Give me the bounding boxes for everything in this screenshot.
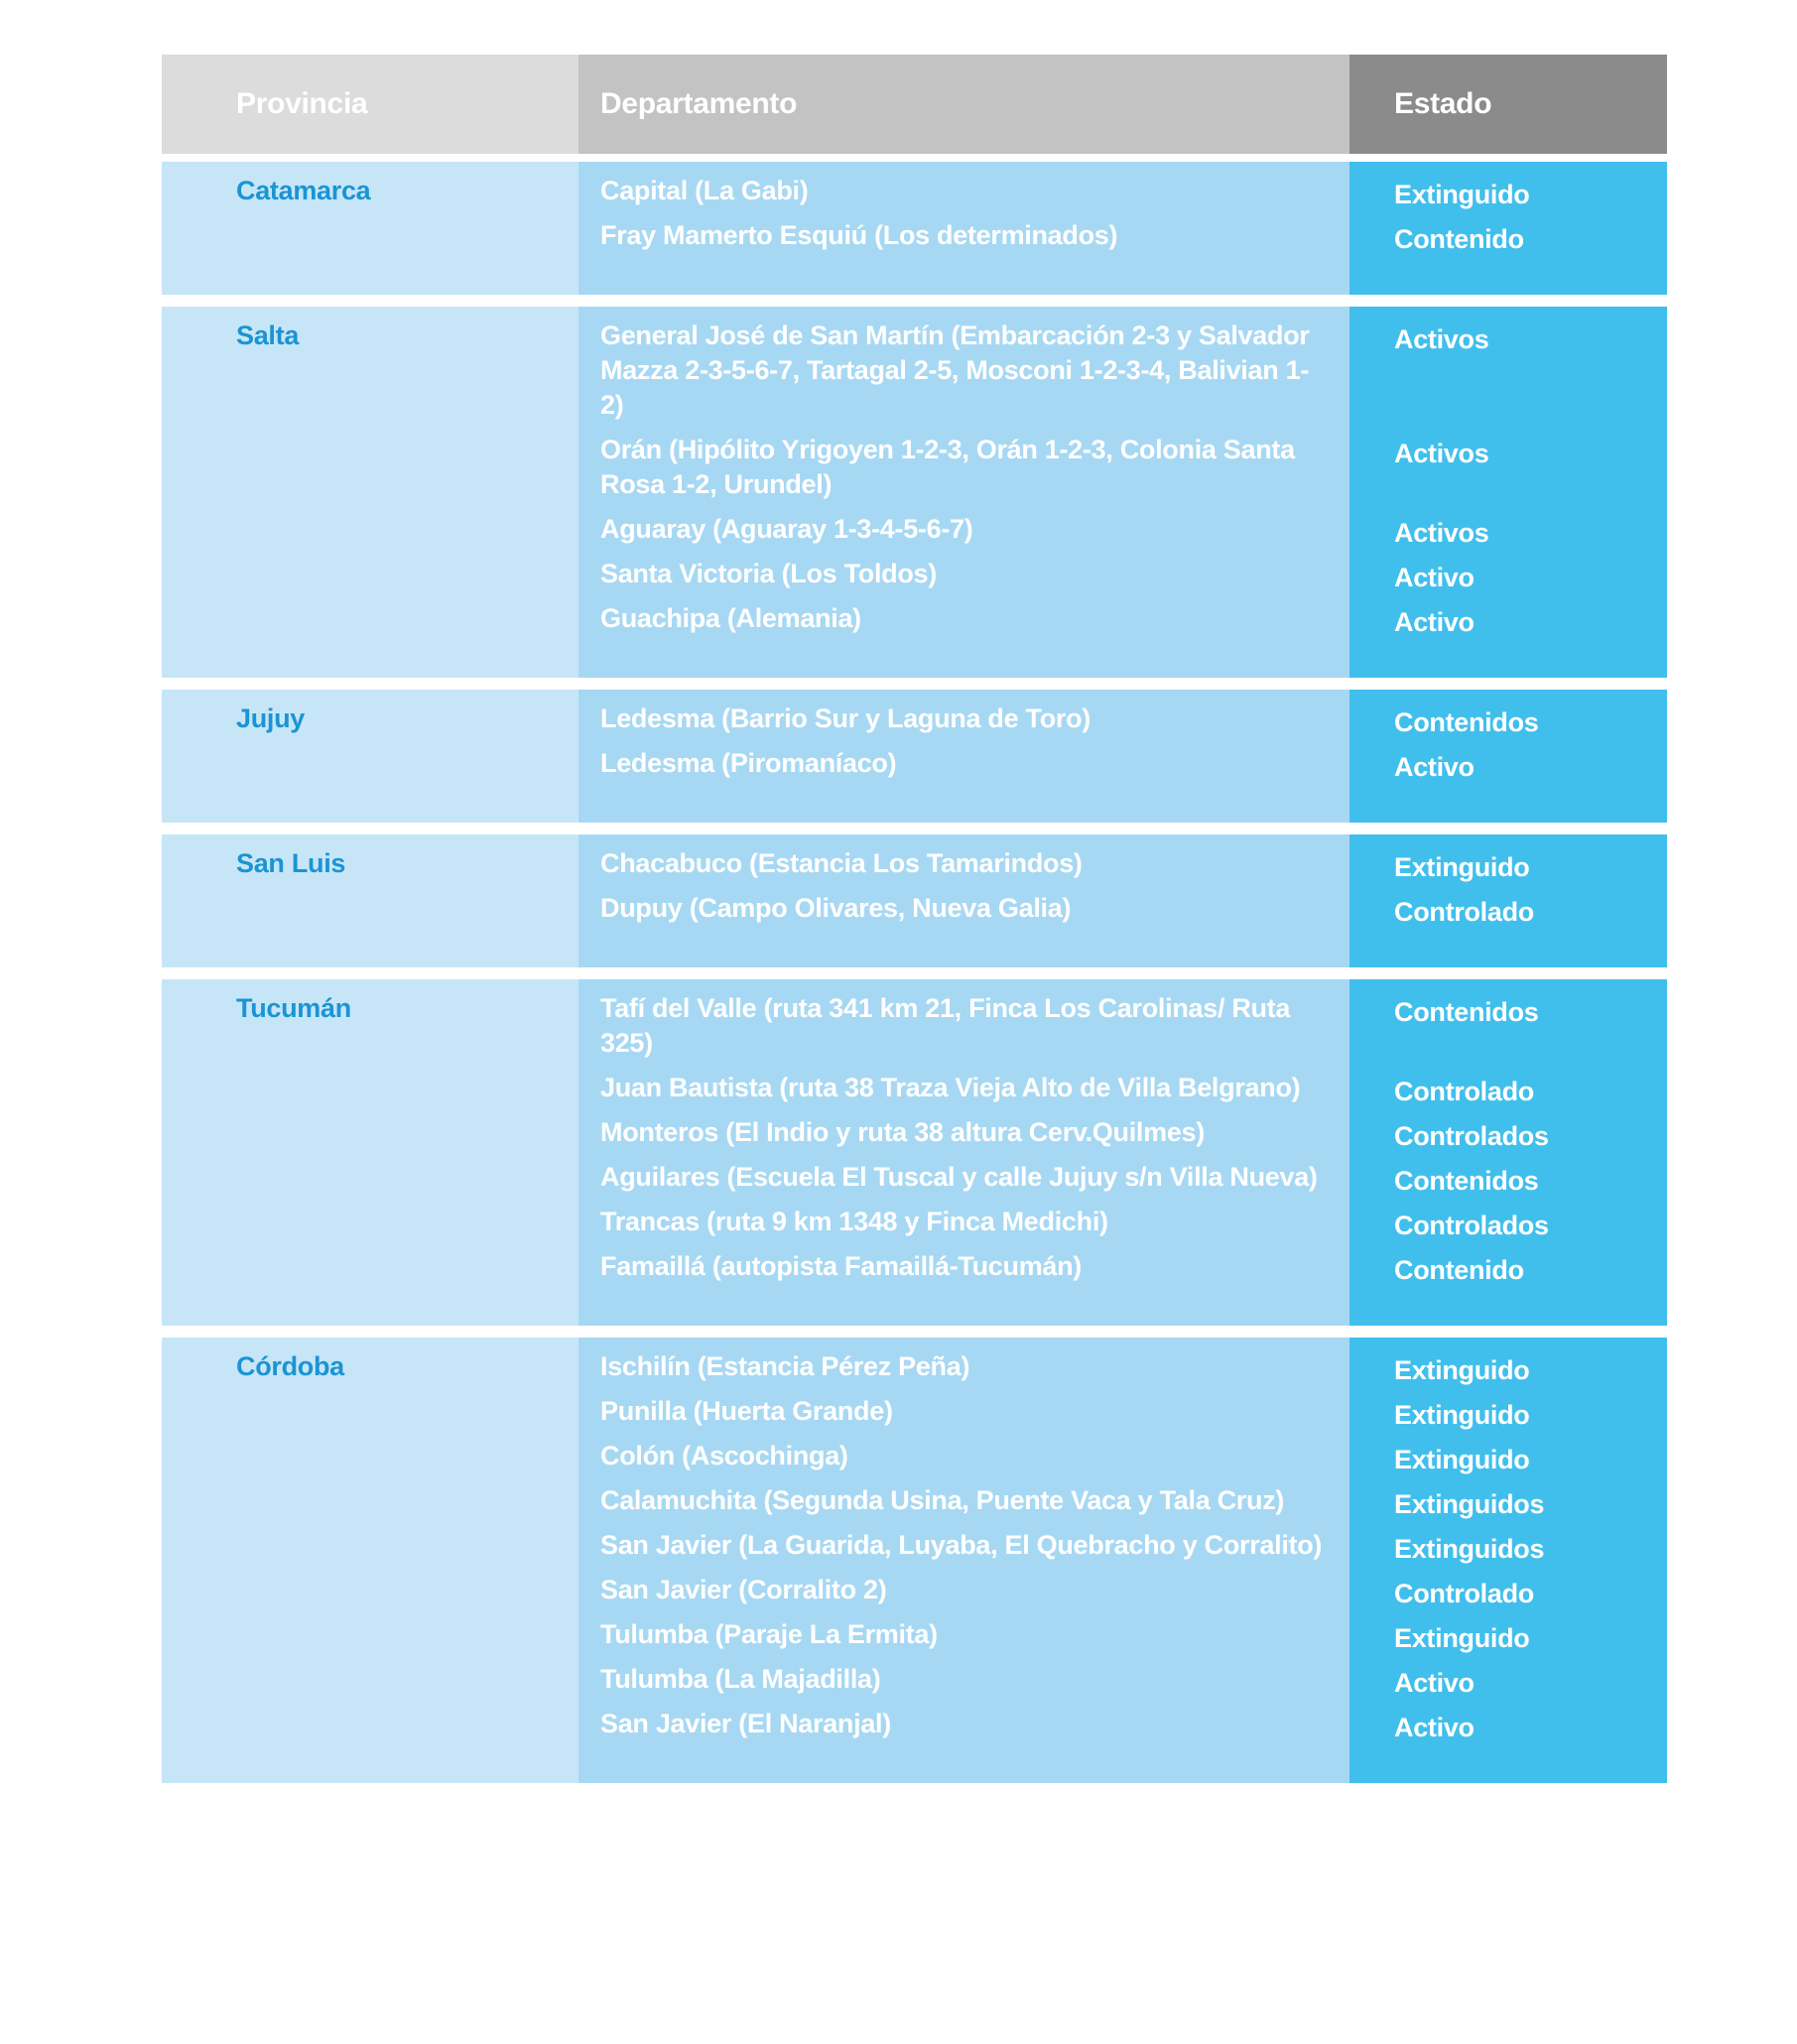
- estado-cell: Activo: [1349, 1662, 1667, 1707]
- department-cell: Monteros (El Indio y ruta 38 altura Cerv…: [578, 1115, 1349, 1160]
- department-cell: San Javier (La Guarida, Luyaba, El Quebr…: [578, 1528, 1349, 1573]
- province-section-salta: Salta General José de San Martín (Embarca…: [162, 307, 1667, 678]
- fire-status-table: Provincia Departamento Estado Catamarca C…: [162, 55, 1667, 1795]
- section-bottom-spacer: [578, 936, 1349, 967]
- department-cell: San Javier (El Naranjal): [578, 1707, 1349, 1751]
- department-cell: Calamuchita (Segunda Usina, Puente Vaca …: [578, 1483, 1349, 1528]
- estado-cell: Activo: [1349, 557, 1667, 601]
- estado-cell: Activos: [1349, 512, 1667, 557]
- estado-cell: Extinguido: [1349, 1439, 1667, 1483]
- section-bottom-spacer: [578, 263, 1349, 295]
- department-cell: Capital (La Gabi): [578, 174, 1349, 218]
- department-cell: Ledesma (Piromaníaco): [578, 746, 1349, 791]
- estado-cell: Controlados: [1349, 1115, 1667, 1160]
- department-cell: General José de San Martín (Embarcación …: [578, 319, 1349, 433]
- department-cell: Tulumba (La Majadilla): [578, 1662, 1349, 1707]
- department-cell: Punilla (Huerta Grande): [578, 1394, 1349, 1439]
- province-label: Salta: [162, 307, 578, 678]
- department-cell: Tulumba (Paraje La Ermita): [578, 1617, 1349, 1662]
- department-cell: Colón (Ascochinga): [578, 1439, 1349, 1483]
- estado-cell: Contenidos: [1349, 1160, 1667, 1205]
- department-cell: Famaillá (autopista Famaillá-Tucumán): [578, 1249, 1349, 1294]
- section-bottom-spacer: [1349, 263, 1667, 295]
- section-top-spacer: [578, 834, 1349, 846]
- province-label: Jujuy: [162, 690, 578, 823]
- section-top-spacer: [578, 307, 1349, 319]
- estado-cell: Controlado: [1349, 1573, 1667, 1617]
- department-cell: Juan Bautista (ruta 38 Traza Vieja Alto …: [578, 1071, 1349, 1115]
- province-section-tucuman: Tucumán Tafí del Valle (ruta 341 km 21, F…: [162, 979, 1667, 1326]
- estado-cell: Extinguido: [1349, 1617, 1667, 1662]
- estado-cell: Extinguido: [1349, 174, 1667, 218]
- department-cell: Aguaray (Aguaray 1-3-4-5-6-7): [578, 512, 1349, 557]
- section-bottom-spacer: [1349, 791, 1667, 823]
- province-section-catamarca: Catamarca Capital (La Gabi) Extinguido Fray…: [162, 162, 1667, 295]
- estado-cell: Activo: [1349, 1707, 1667, 1751]
- section-top-spacer: [578, 690, 1349, 702]
- section-top-spacer: [1349, 162, 1667, 174]
- province-section-san-luis: San Luis Chacabuco (Estancia Los Tamarind…: [162, 834, 1667, 967]
- section-top-spacer: [1349, 1338, 1667, 1349]
- header-provincia: Provincia: [162, 55, 578, 154]
- department-cell: Santa Victoria (Los Toldos): [578, 557, 1349, 601]
- estado-cell: Extinguido: [1349, 846, 1667, 891]
- province-section-jujuy: Jujuy Ledesma (Barrio Sur y Laguna de Tor…: [162, 690, 1667, 823]
- estado-cell: Contenido: [1349, 218, 1667, 263]
- section-top-spacer: [578, 162, 1349, 174]
- section-bottom-spacer: [578, 1294, 1349, 1326]
- department-cell: Guachipa (Alemania): [578, 601, 1349, 646]
- estado-cell: Extinguidos: [1349, 1483, 1667, 1528]
- table-header-row: Provincia Departamento Estado: [162, 55, 1667, 154]
- estado-cell: Controlado: [1349, 1071, 1667, 1115]
- estado-cell: Extinguido: [1349, 1349, 1667, 1394]
- section-bottom-spacer: [578, 791, 1349, 823]
- section-bottom-spacer: [1349, 1294, 1667, 1326]
- section-top-spacer: [1349, 834, 1667, 846]
- province-label: Córdoba: [162, 1338, 578, 1783]
- section-bottom-spacer: [578, 1751, 1349, 1783]
- section-bottom-spacer: [1349, 646, 1667, 678]
- header-departamento: Departamento: [578, 55, 1349, 154]
- province-label: San Luis: [162, 834, 578, 967]
- department-cell: Tafí del Valle (ruta 341 km 21, Finca Lo…: [578, 991, 1349, 1071]
- province-label: Tucumán: [162, 979, 578, 1326]
- department-cell: San Javier (Corralito 2): [578, 1573, 1349, 1617]
- section-bottom-spacer: [1349, 936, 1667, 967]
- department-cell: Trancas (ruta 9 km 1348 y Finca Medichi): [578, 1205, 1349, 1249]
- department-cell: Orán (Hipólito Yrigoyen 1-2-3, Orán 1-2-…: [578, 433, 1349, 512]
- estado-cell: Activos: [1349, 433, 1667, 512]
- department-cell: Chacabuco (Estancia Los Tamarindos): [578, 846, 1349, 891]
- section-top-spacer: [578, 979, 1349, 991]
- header-estado: Estado: [1349, 55, 1667, 154]
- estado-cell: Extinguidos: [1349, 1528, 1667, 1573]
- department-cell: Ischilín (Estancia Pérez Peña): [578, 1349, 1349, 1394]
- estado-cell: Extinguido: [1349, 1394, 1667, 1439]
- table-body: Catamarca Capital (La Gabi) Extinguido Fray…: [162, 162, 1667, 1783]
- estado-cell: Activos: [1349, 319, 1667, 433]
- estado-cell: Contenidos: [1349, 991, 1667, 1071]
- department-cell: Aguilares (Escuela El Tuscal y calle Juj…: [578, 1160, 1349, 1205]
- section-top-spacer: [578, 1338, 1349, 1349]
- section-bottom-spacer: [578, 646, 1349, 678]
- section-bottom-spacer: [1349, 1751, 1667, 1783]
- department-cell: Ledesma (Barrio Sur y Laguna de Toro): [578, 702, 1349, 746]
- province-label: Catamarca: [162, 162, 578, 295]
- estado-cell: Contenido: [1349, 1249, 1667, 1294]
- section-top-spacer: [1349, 690, 1667, 702]
- estado-cell: Controlado: [1349, 891, 1667, 936]
- department-cell: Fray Mamerto Esquiú (Los determinados): [578, 218, 1349, 263]
- estado-cell: Controlados: [1349, 1205, 1667, 1249]
- department-cell: Dupuy (Campo Olivares, Nueva Galia): [578, 891, 1349, 936]
- province-section-cordoba: Córdoba Ischilín (Estancia Pérez Peña) Ext…: [162, 1338, 1667, 1783]
- estado-cell: Contenidos: [1349, 702, 1667, 746]
- section-top-spacer: [1349, 979, 1667, 991]
- estado-cell: Activo: [1349, 746, 1667, 791]
- estado-cell: Activo: [1349, 601, 1667, 646]
- section-top-spacer: [1349, 307, 1667, 319]
